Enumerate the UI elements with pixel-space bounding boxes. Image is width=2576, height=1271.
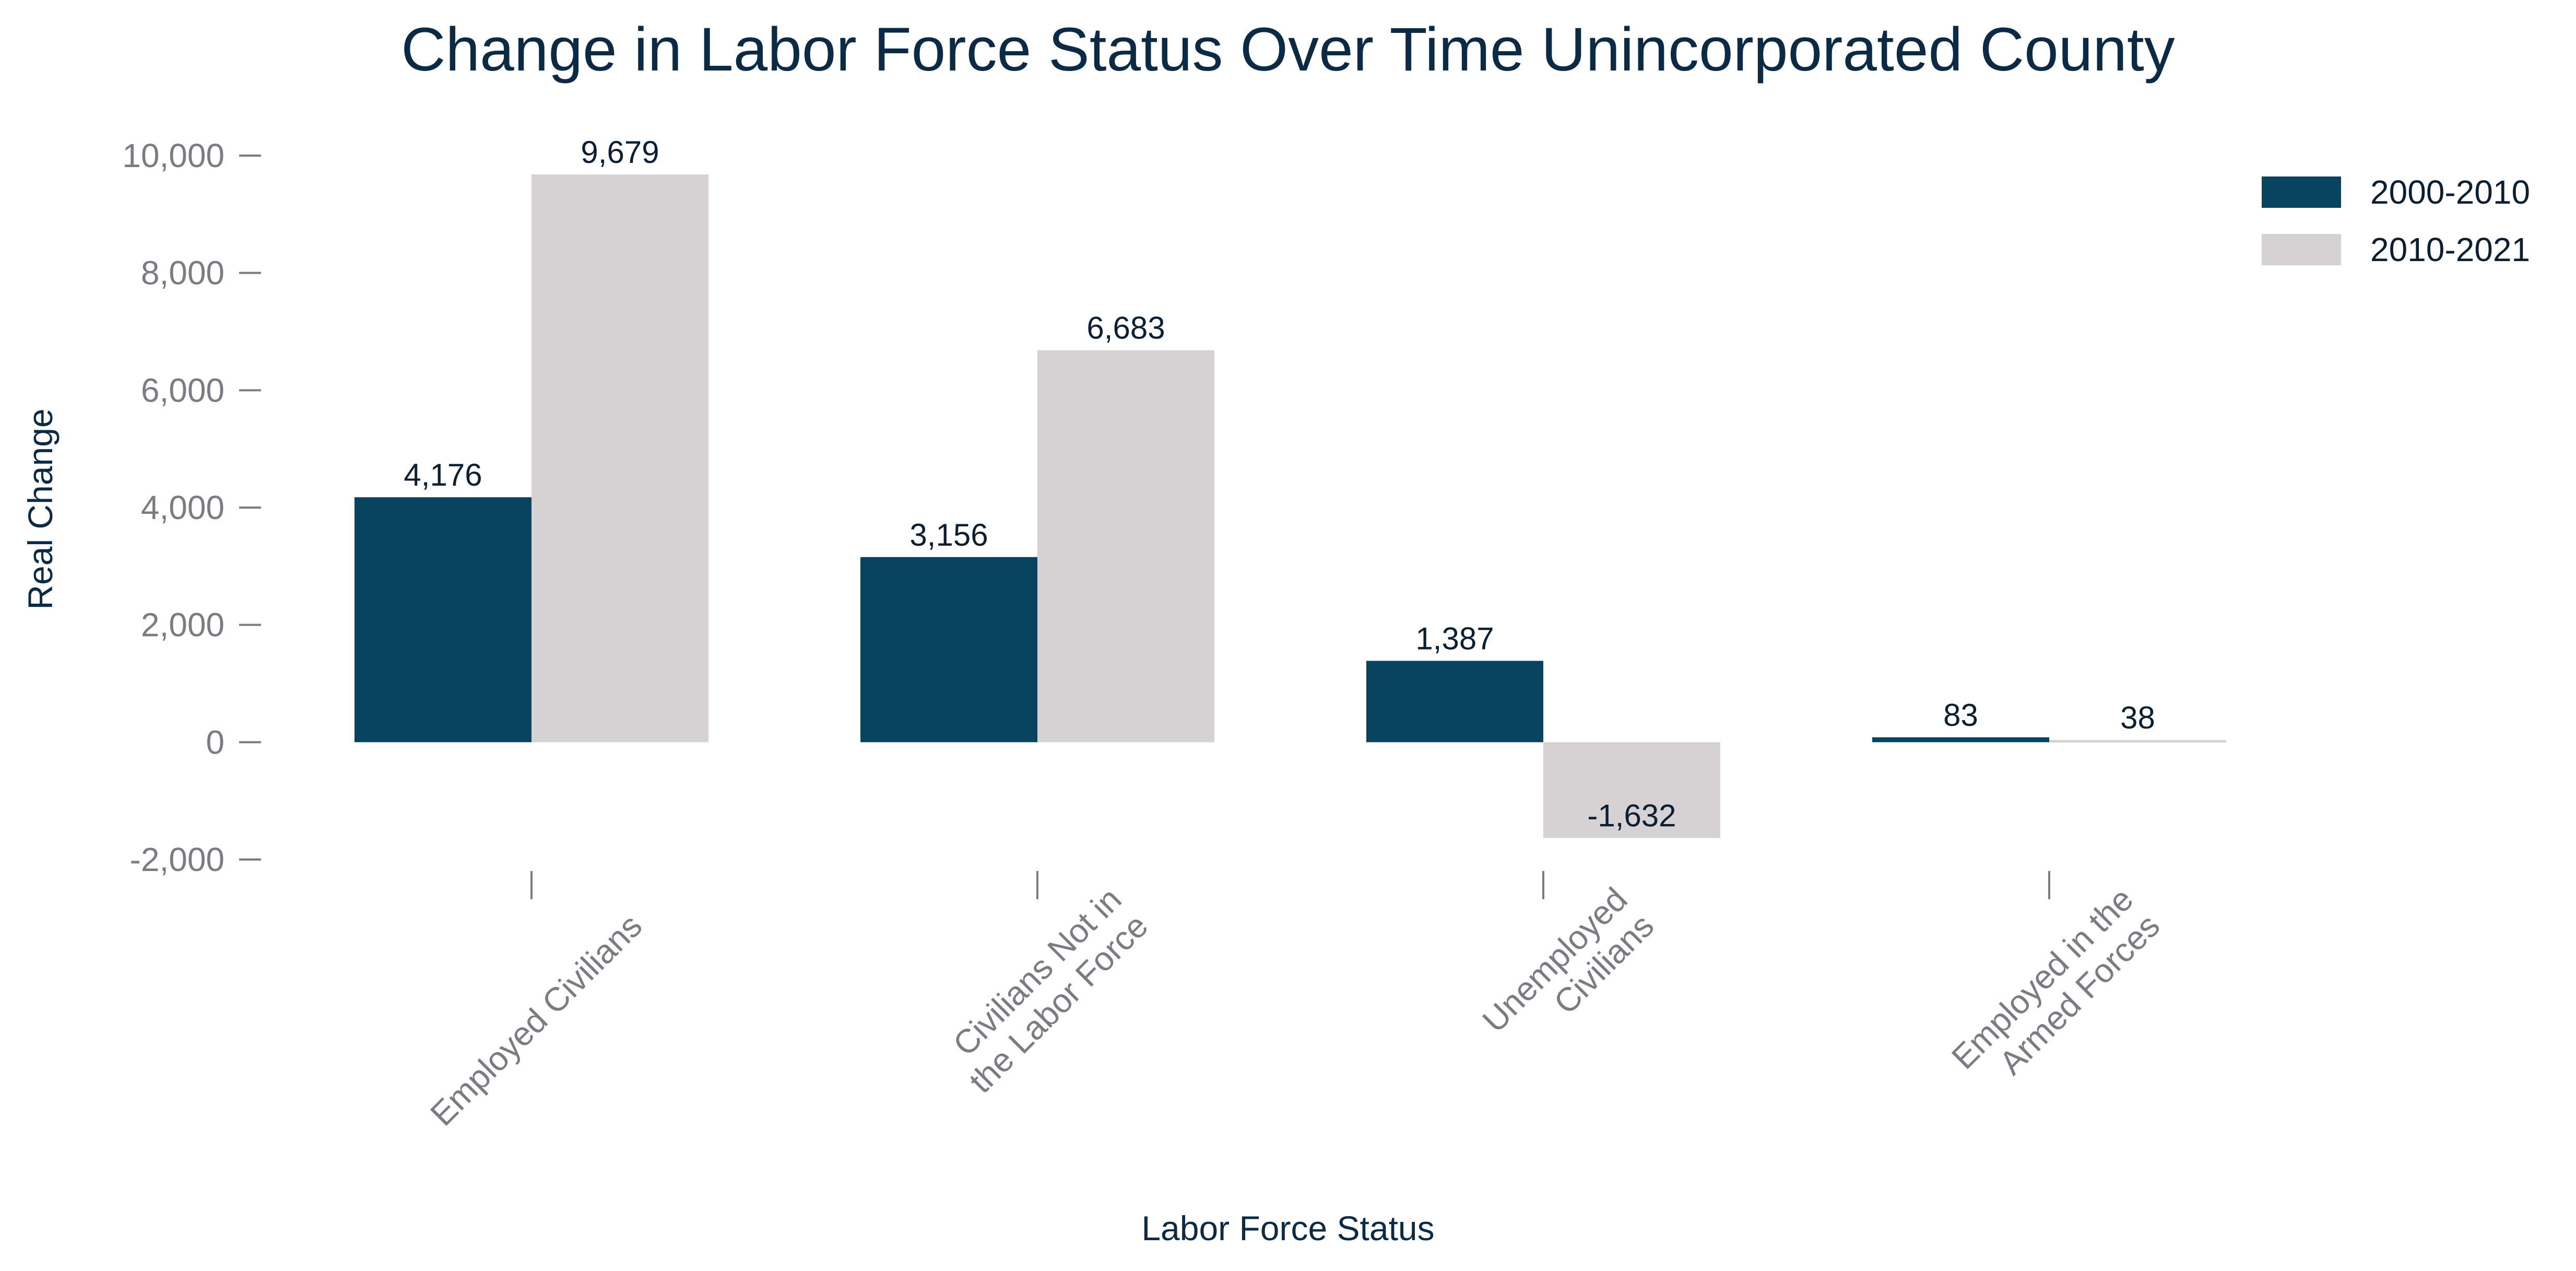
legend-swatch-2000-2010 [2262,176,2341,208]
y-tick-label: 2,000 [141,606,224,644]
y-axis-title: Real Change [21,408,60,609]
data-labels: 4,176 3,156 1,387 83 9,679 6,683 -1,632 38 [404,135,2155,833]
data-label-2000-2010-3: 83 [1943,698,1978,733]
y-tick-label: 4,000 [141,489,224,526]
bar-2000-2010-0 [355,497,531,743]
bar-2010-2021-3 [2049,740,2226,743]
bar-2010-2021-1 [1037,350,1214,743]
y-axis: 10,000 8,000 6,000 4,000 2,000 0 -2,000 [122,137,261,878]
x-axis-title: Labor Force Status [1141,1209,1434,1248]
data-label-2000-2010-1: 3,156 [909,517,988,552]
bar-2010-2021-0 [531,174,708,743]
bar-2010-2021-2 [1543,742,1720,838]
chart-title: Change in Labor Force Status Over Time U… [401,15,2175,84]
bar-2000-2010-3 [1872,737,2049,743]
data-label-2000-2010-2: 1,387 [1415,621,1494,656]
y-tick-label: 10,000 [122,137,224,174]
x-tick-label: Employed Civilians [423,907,649,1133]
legend-swatch-2010-2021 [2262,234,2341,265]
data-label-2010-2021-1: 6,683 [1086,311,1165,346]
y-tick-label: -2,000 [130,841,224,878]
y-tick-label: 6,000 [141,371,224,409]
data-label-2000-2010-0: 4,176 [404,457,482,492]
bar-2000-2010-1 [860,557,1037,743]
data-label-2010-2021-0: 9,679 [581,135,659,170]
y-tick-label: 0 [206,723,224,761]
legend-label-2000-2010: 2000-2010 [2370,173,2530,211]
bar-2000-2010-2 [1366,661,1543,743]
data-label-2010-2021-3: 38 [2120,700,2155,735]
x-tick-label-group: Employed Civilians [423,907,649,1133]
legend: 2000-2010 2010-2021 [2262,173,2530,268]
data-label-2010-2021-2: -1,632 [1587,798,1676,833]
bars [355,174,2226,838]
legend-label-2010-2021: 2010-2021 [2370,231,2530,268]
y-tick-label: 8,000 [141,254,224,292]
